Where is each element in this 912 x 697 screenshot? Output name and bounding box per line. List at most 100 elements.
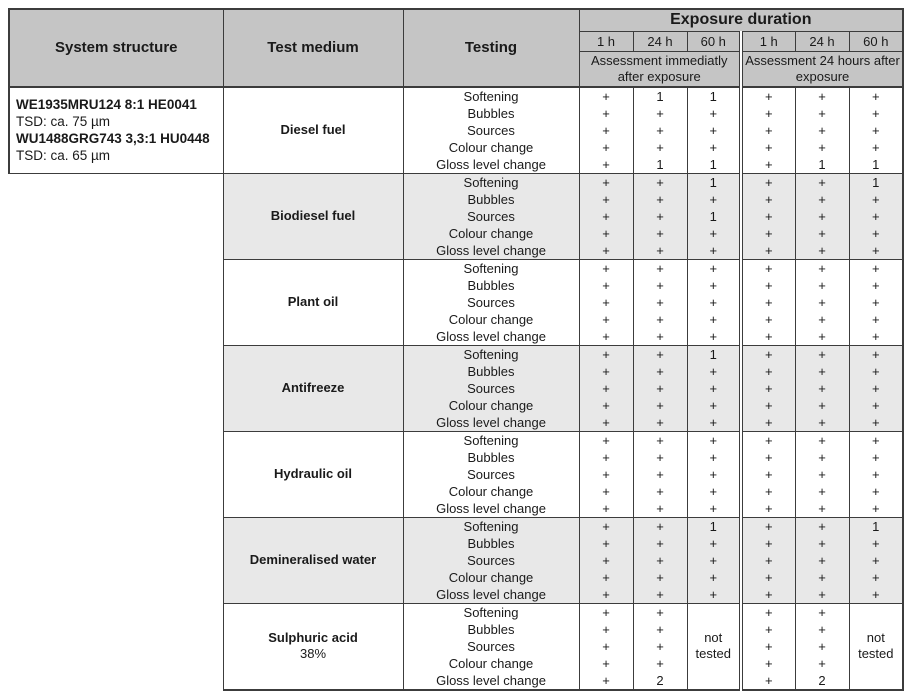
- result-value: +: [602, 122, 610, 138]
- testing-label: Colour change: [448, 397, 534, 413]
- result-value: +: [764, 156, 773, 172]
- result-value: +: [656, 311, 664, 327]
- testing-cell: Softening Bubbles Sources Colour change Glos…: [402, 430, 580, 518]
- result-value: +: [871, 466, 880, 482]
- table-row: WE1935MRU124 8:1 HE0041 TSD: ca. 75 µm WU1…: [8, 86, 905, 174]
- system-structure-empty-cell: [9, 603, 224, 690]
- value-cell: + + + + +: [632, 258, 688, 346]
- result-value: +: [602, 397, 610, 413]
- value-cell: 1 +1 + +: [686, 172, 742, 260]
- result-value: +: [656, 277, 664, 293]
- result-value: +: [764, 672, 773, 688]
- testing-label: Gloss level change: [436, 242, 546, 258]
- medium-name: Antifreeze: [281, 380, 345, 395]
- result-value: +: [764, 88, 773, 104]
- result-value: +: [818, 363, 826, 379]
- result-value: +: [764, 242, 773, 258]
- value-cell: + + + + +: [794, 430, 850, 518]
- result-value: +: [871, 208, 880, 224]
- test-medium-cell: Biodiesel fuel: [222, 172, 404, 260]
- value-cell: + + + + +: [578, 344, 634, 432]
- testing-label: Softening: [463, 346, 519, 362]
- value-cell: + + + + +: [794, 344, 850, 432]
- result-value: 1: [709, 208, 717, 224]
- value-cell: + + + + +: [739, 86, 796, 174]
- value-cell: + + + + +: [578, 516, 634, 604]
- testing-label: Softening: [463, 260, 519, 276]
- result-value: +: [656, 105, 664, 121]
- result-value: +: [602, 225, 610, 241]
- value-cell: + + + + +: [632, 516, 688, 604]
- result-value: +: [871, 122, 880, 138]
- value-cell: + + + +2: [632, 602, 688, 691]
- result-value: +: [818, 174, 826, 190]
- duration-col-60h-a: 60 h: [686, 30, 742, 52]
- value-cell: + + + + +: [739, 516, 796, 604]
- result-value: +: [764, 225, 773, 241]
- result-value: +: [656, 518, 664, 534]
- result-value: +: [818, 569, 826, 585]
- result-value: +: [764, 174, 773, 190]
- value-cell: + + + + +: [578, 172, 634, 260]
- result-value: +: [764, 466, 773, 482]
- result-value: +: [602, 638, 610, 654]
- result-value: +: [602, 294, 610, 310]
- test-medium-cell: Plant oil: [222, 258, 404, 346]
- testing-cell: Softening Bubbles Sources Colour change Glos…: [402, 344, 580, 432]
- testing-label: Bubbles: [467, 535, 515, 551]
- result-value: +: [656, 552, 664, 568]
- medium-name: Sulphuric acid: [268, 630, 358, 645]
- result-value: +: [709, 191, 718, 207]
- value-cell: + + + +1: [848, 86, 905, 174]
- result-value: +: [656, 191, 664, 207]
- result-value: +: [656, 414, 664, 430]
- result-value: +: [656, 638, 664, 654]
- value-cell: + + + + +: [686, 430, 742, 518]
- result-value: +: [709, 260, 718, 276]
- result-value: +: [764, 277, 773, 293]
- result-value: +: [764, 569, 773, 585]
- result-value: +: [602, 328, 610, 344]
- result-value: +: [656, 569, 664, 585]
- system-structure-header: System structure: [8, 8, 224, 88]
- duration-col-1h-a: 1 h: [578, 30, 634, 52]
- result-value: +: [656, 655, 664, 671]
- system-structure-empty-cell: [9, 345, 224, 431]
- testing-label: Colour change: [448, 483, 534, 499]
- result-value: +: [871, 328, 880, 344]
- result-value: +: [709, 500, 718, 516]
- result-value: +: [709, 432, 718, 448]
- result-value: +: [709, 105, 718, 121]
- testing-label: Softening: [463, 604, 519, 620]
- test-medium-cell: Sulphuric acid 38%: [222, 602, 404, 691]
- value-cell: + + + + +: [632, 344, 688, 432]
- result-value: +: [871, 225, 880, 241]
- result-value: +: [602, 672, 610, 688]
- testing-label: Bubbles: [467, 449, 515, 465]
- result-value: +: [818, 518, 826, 534]
- value-cell: + + + + +: [632, 172, 688, 260]
- result-value: +: [871, 260, 880, 276]
- testing-cell: Softening Bubbles Sources Colour change Glos…: [402, 258, 580, 346]
- result-value: +: [818, 414, 826, 430]
- result-value: +: [818, 277, 826, 293]
- testing-cell: Softening Bubbles Sources Colour change Glos…: [402, 516, 580, 604]
- result-value: +: [709, 380, 718, 396]
- result-value: +: [871, 139, 880, 155]
- value-cell: + + + + +: [739, 344, 796, 432]
- result-value: +: [818, 449, 826, 465]
- value-cell: + + + + +: [578, 602, 634, 691]
- result-value: +: [602, 569, 610, 585]
- result-value: +: [764, 105, 773, 121]
- result-value: 1: [656, 156, 664, 172]
- result-value: +: [709, 311, 718, 327]
- result-value: +: [602, 363, 610, 379]
- result-value: +: [656, 500, 664, 516]
- result-value: +: [818, 311, 826, 327]
- system-structure-empty-cell: [9, 431, 224, 517]
- result-value: +: [656, 139, 664, 155]
- result-value: +: [764, 208, 773, 224]
- result-value: +: [602, 191, 610, 207]
- result-value: +: [764, 191, 773, 207]
- result-value: +: [709, 294, 718, 310]
